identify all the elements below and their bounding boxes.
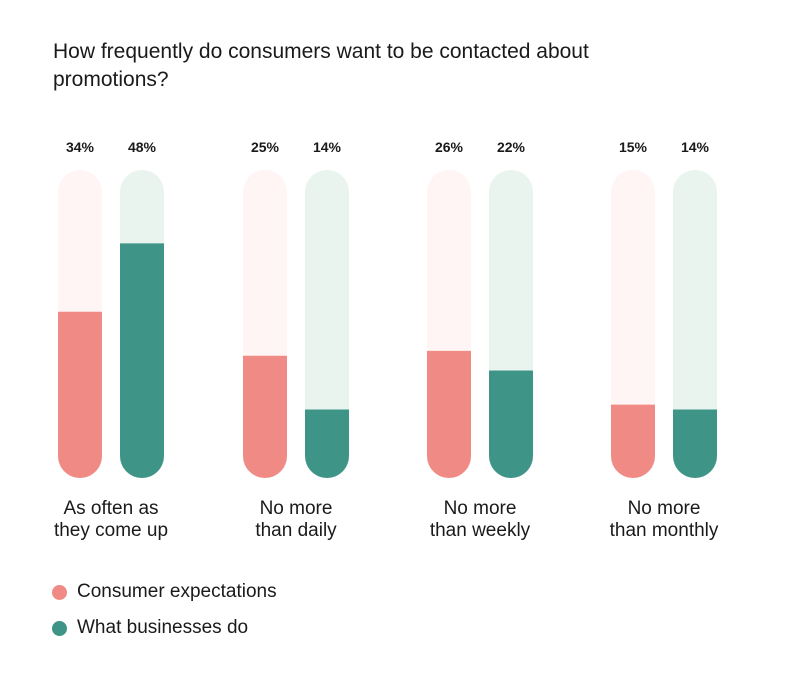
data-label-what-businesses-do-no-more-than-daily: 14% [313,139,342,155]
data-label-consumer-expectations-as-often-as-they-come-up: 34% [66,139,95,155]
data-label-what-businesses-do-no-more-than-weekly: 22% [497,139,526,155]
bar-what-businesses-do-as-often-as-they-come-up [120,243,164,478]
legend-swatch-consumer [52,584,67,600]
bar-consumer-expectations-no-more-than-monthly [611,404,655,478]
data-label-what-businesses-do-as-often-as-they-come-up: 48% [128,139,157,155]
data-label-consumer-expectations-no-more-than-daily: 25% [251,139,280,155]
legend-swatch-business [52,620,67,636]
bar-consumer-expectations-no-more-than-weekly [427,350,471,478]
bar-track-consumer-expectations-no-more-than-monthly [611,170,655,478]
category-label-no-more-than-weekly: No more than weekly [430,498,531,541]
bar-track-what-businesses-do-no-more-than-monthly [673,170,717,478]
bar-track-what-businesses-do-no-more-than-daily [305,170,349,478]
data-label-consumer-expectations-no-more-than-monthly: 15% [619,139,648,155]
chart-title: How frequently do consumers want to be c… [53,40,589,91]
legend-item-consumer-expectations: Consumer expectations [52,580,277,604]
category-label-as-often-as-they-come-up: As often as they come up [54,498,168,541]
category-label-no-more-than-daily: No more than daily [255,498,337,541]
data-label-consumer-expectations-no-more-than-weekly: 26% [435,139,464,155]
category-label-no-more-than-monthly: No more than monthly [610,498,719,541]
legend-label-consumer: Consumer expectations [77,581,277,602]
bar-what-businesses-do-no-more-than-daily [305,409,349,478]
legend-item-what-businesses-do: What businesses do [52,616,248,640]
data-label-what-businesses-do-no-more-than-monthly: 14% [681,139,710,155]
bar-what-businesses-do-no-more-than-monthly [673,409,717,478]
legend-label-business: What businesses do [77,617,249,638]
bar-consumer-expectations-as-often-as-they-come-up [58,311,102,478]
bar-what-businesses-do-no-more-than-weekly [489,370,533,478]
bar-consumer-expectations-no-more-than-daily [243,355,287,478]
